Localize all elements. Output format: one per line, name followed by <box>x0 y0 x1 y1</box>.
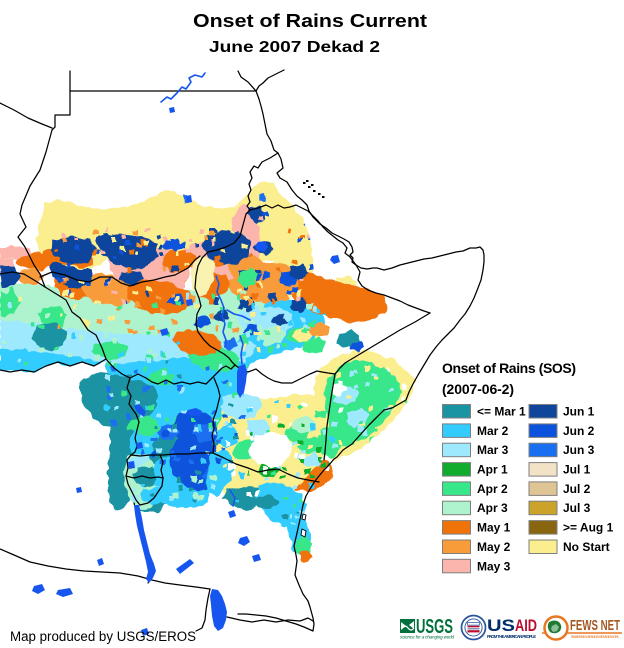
svg-text:May 3: May 3 <box>477 559 511 573</box>
svg-text:Jul 2: Jul 2 <box>563 482 591 496</box>
svg-text:science for a changing world: science for a changing world <box>400 635 454 640</box>
svg-text:Apr 2: Apr 2 <box>477 482 508 496</box>
svg-text:Jul 1: Jul 1 <box>563 463 591 477</box>
svg-text:<= Mar 1: <= Mar 1 <box>477 405 526 419</box>
svg-text:>= Aug 1: >= Aug 1 <box>563 521 614 535</box>
svg-text:May 2: May 2 <box>477 540 511 554</box>
svg-text:Mar 3: Mar 3 <box>477 443 509 457</box>
svg-text:Apr 1: Apr 1 <box>477 463 508 477</box>
svg-text:Jun 2: Jun 2 <box>563 424 595 438</box>
svg-text:Mar 2: Mar 2 <box>477 424 509 438</box>
svg-text:FAMINE EARLY WARNING SYSTEMS N: FAMINE EARLY WARNING SYSTEMS NETWORK <box>571 635 620 639</box>
svg-text:(2007-06-2): (2007-06-2) <box>442 381 514 397</box>
svg-text:May 1: May 1 <box>477 521 511 535</box>
svg-text:FEWS NET: FEWS NET <box>570 617 620 634</box>
svg-text:No Start: No Start <box>563 540 610 554</box>
svg-text:Onset of Rains (SOS): Onset of Rains (SOS) <box>442 360 576 376</box>
svg-text:USGS: USGS <box>416 616 453 638</box>
svg-text:Map produced by USGS/EROS: Map produced by USGS/EROS <box>10 629 196 644</box>
svg-text:Jun 1: Jun 1 <box>563 405 595 419</box>
svg-text:Onset of Rains Current: Onset of Rains Current <box>193 11 427 31</box>
svg-text:AID: AID <box>515 616 537 635</box>
svg-text:FROM THE AMERICAN PEOPLE: FROM THE AMERICAN PEOPLE <box>487 634 536 639</box>
svg-text:Jun 3: Jun 3 <box>563 443 595 457</box>
svg-text:US: US <box>487 616 515 635</box>
svg-text:June 2007 Dekad 2: June 2007 Dekad 2 <box>209 39 380 56</box>
svg-text:Apr 3: Apr 3 <box>477 501 508 515</box>
svg-text:Jul 3: Jul 3 <box>563 501 591 515</box>
